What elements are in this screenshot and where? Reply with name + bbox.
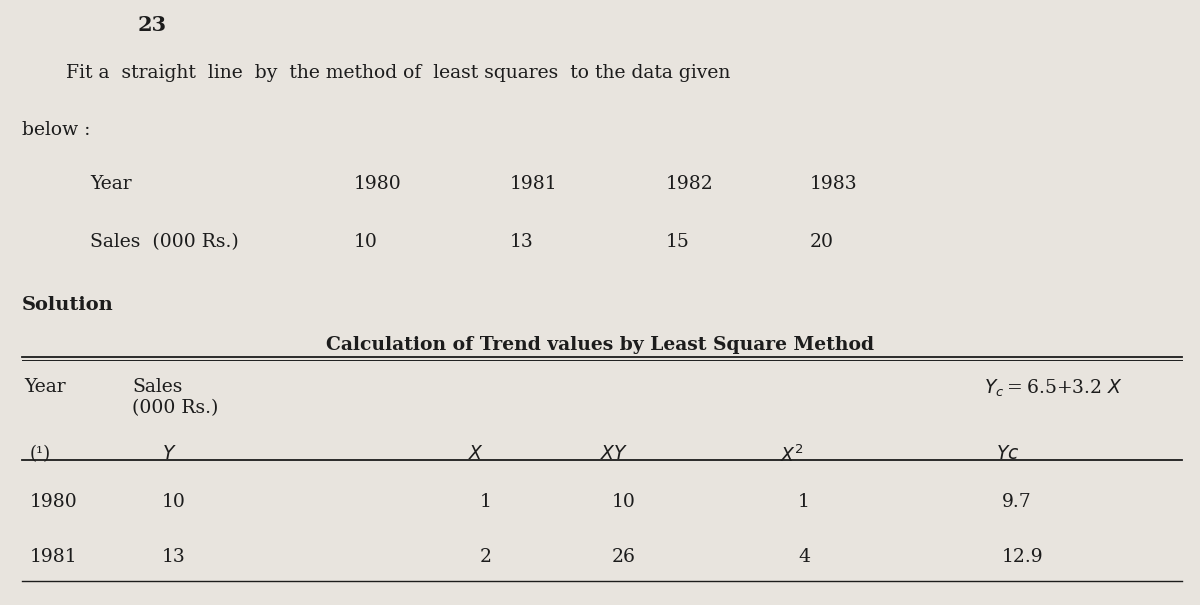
Text: 2: 2 bbox=[480, 548, 492, 566]
Text: $\it{Y}$: $\it{Y}$ bbox=[162, 445, 176, 463]
Text: 1980: 1980 bbox=[30, 493, 78, 511]
Text: $\it{X}$: $\it{X}$ bbox=[468, 445, 484, 463]
Text: 9.7: 9.7 bbox=[1002, 493, 1032, 511]
Text: 26: 26 bbox=[612, 548, 636, 566]
Text: Year: Year bbox=[90, 175, 132, 194]
Text: $\it{Y_c}$$\mathregular{=6.5}$$\mathregular{+3.2\ }$$\it{X}$: $\it{Y_c}$$\mathregular{=6.5}$$\mathregu… bbox=[984, 378, 1122, 399]
Text: 1: 1 bbox=[798, 493, 810, 511]
Text: 1: 1 bbox=[480, 493, 492, 511]
Text: Year: Year bbox=[24, 378, 66, 396]
Text: 1981: 1981 bbox=[30, 548, 78, 566]
Text: $\it{X}^2$: $\it{X}^2$ bbox=[780, 445, 804, 466]
Text: 20: 20 bbox=[810, 233, 834, 251]
Text: 10: 10 bbox=[354, 233, 378, 251]
Text: $\it{XY}$: $\it{XY}$ bbox=[600, 445, 629, 463]
Text: 13: 13 bbox=[510, 233, 534, 251]
Text: 10: 10 bbox=[162, 493, 186, 511]
Text: $\it{Yc}$: $\it{Yc}$ bbox=[996, 445, 1020, 463]
Text: Sales  (000 Rs.): Sales (000 Rs.) bbox=[90, 233, 239, 251]
Text: 13: 13 bbox=[162, 548, 186, 566]
Text: below :: below : bbox=[22, 121, 90, 139]
Text: 15: 15 bbox=[666, 233, 690, 251]
Text: (¹): (¹) bbox=[30, 445, 52, 463]
Text: 1982: 1982 bbox=[666, 175, 714, 194]
Text: 12.9: 12.9 bbox=[1002, 548, 1044, 566]
Text: Solution: Solution bbox=[22, 296, 113, 315]
Text: 1980: 1980 bbox=[354, 175, 402, 194]
Text: 1981: 1981 bbox=[510, 175, 558, 194]
Text: 1983: 1983 bbox=[810, 175, 858, 194]
Text: Calculation of Trend values by Least Square Method: Calculation of Trend values by Least Squ… bbox=[326, 336, 874, 354]
Text: 10: 10 bbox=[612, 493, 636, 511]
Text: Sales
(000 Rs.): Sales (000 Rs.) bbox=[132, 378, 218, 417]
Text: 4: 4 bbox=[798, 548, 810, 566]
Text: 23: 23 bbox=[138, 15, 167, 35]
Text: Fit a  straight  line  by  the method of  least squares  to the data given: Fit a straight line by the method of lea… bbox=[66, 64, 731, 82]
